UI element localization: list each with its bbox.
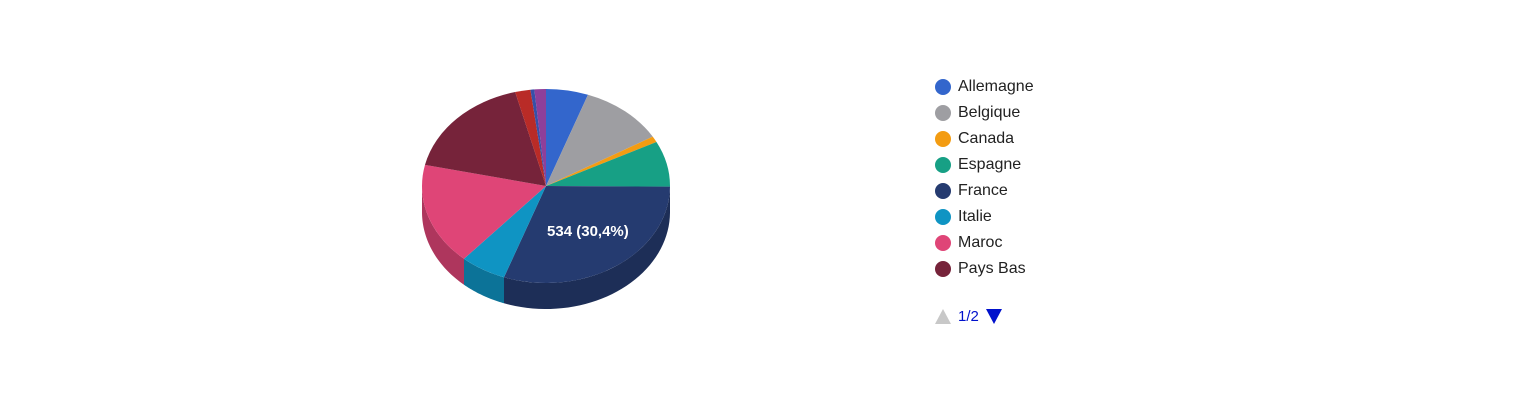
pie-side-group bbox=[422, 186, 670, 309]
legend-item-canada[interactable]: Canada bbox=[935, 126, 1235, 152]
pie-slice bbox=[546, 89, 588, 186]
legend-pager: 1/2 bbox=[935, 305, 1002, 327]
legend-label: Pays Bas bbox=[958, 260, 1026, 277]
legend-swatch bbox=[935, 157, 951, 173]
pie-slice bbox=[534, 89, 546, 186]
legend-swatch bbox=[935, 209, 951, 225]
pie-slice-side bbox=[464, 258, 504, 304]
legend-swatch bbox=[935, 235, 951, 251]
legend-label: Italie bbox=[958, 208, 992, 225]
legend: Allemagne Belgique Canada Espagne France… bbox=[935, 74, 1235, 282]
pie-slice-side bbox=[422, 186, 464, 285]
legend-item-france[interactable]: France bbox=[935, 178, 1235, 204]
legend-label: France bbox=[958, 182, 1008, 199]
legend-swatch bbox=[935, 131, 951, 147]
legend-label: Canada bbox=[958, 130, 1015, 147]
pie-data-label: 534 (30,4%) bbox=[547, 223, 629, 240]
legend-item-italie[interactable]: Italie bbox=[935, 204, 1235, 230]
pie-slice bbox=[504, 186, 670, 284]
pie-slice bbox=[515, 89, 546, 186]
pie-slice-side bbox=[504, 186, 670, 309]
pie-slice bbox=[546, 136, 657, 186]
pager-page-indicator: 1/2 bbox=[958, 307, 979, 325]
triangle-down-icon[interactable] bbox=[985, 308, 1002, 324]
legend-swatch bbox=[935, 183, 951, 199]
legend-swatch bbox=[935, 105, 951, 121]
pie-slice bbox=[422, 164, 546, 259]
legend-label: Belgique bbox=[958, 104, 1021, 121]
legend-item-espagne[interactable]: Espagne bbox=[935, 152, 1235, 178]
legend-label: Maroc bbox=[958, 234, 1003, 251]
triangle-up-icon[interactable] bbox=[935, 308, 951, 324]
legend-swatch bbox=[935, 79, 951, 95]
pie-slice bbox=[530, 89, 546, 186]
legend-item-allemagne[interactable]: Allemagne bbox=[935, 74, 1235, 100]
pie-slice bbox=[424, 92, 546, 186]
legend-label: Espagne bbox=[958, 156, 1022, 173]
legend-label: Allemagne bbox=[958, 78, 1034, 95]
pie-slice bbox=[546, 94, 653, 186]
legend-item-belgique[interactable]: Belgique bbox=[935, 100, 1235, 126]
legend-swatch bbox=[935, 261, 951, 277]
legend-item-maroc[interactable]: Maroc bbox=[935, 230, 1235, 256]
legend-item-pays-bas[interactable]: Pays Bas bbox=[935, 256, 1235, 282]
pie-slice bbox=[464, 186, 546, 278]
pie-slice bbox=[546, 141, 671, 187]
pie-top-group bbox=[422, 89, 671, 284]
